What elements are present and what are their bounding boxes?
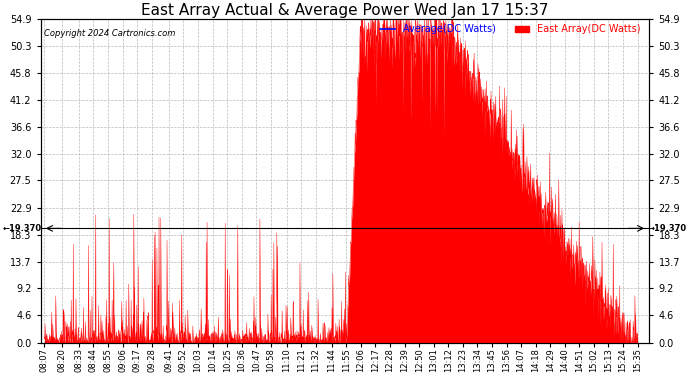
- Title: East Array Actual & Average Power Wed Jan 17 15:37: East Array Actual & Average Power Wed Ja…: [141, 3, 549, 18]
- Text: Copyright 2024 Cartronics.com: Copyright 2024 Cartronics.com: [43, 28, 175, 38]
- Text: ←19.370: ←19.370: [3, 224, 42, 233]
- Legend: Average(DC Watts), East Array(DC Watts): Average(DC Watts), East Array(DC Watts): [376, 21, 644, 38]
- Text: →19.370: →19.370: [648, 224, 687, 233]
